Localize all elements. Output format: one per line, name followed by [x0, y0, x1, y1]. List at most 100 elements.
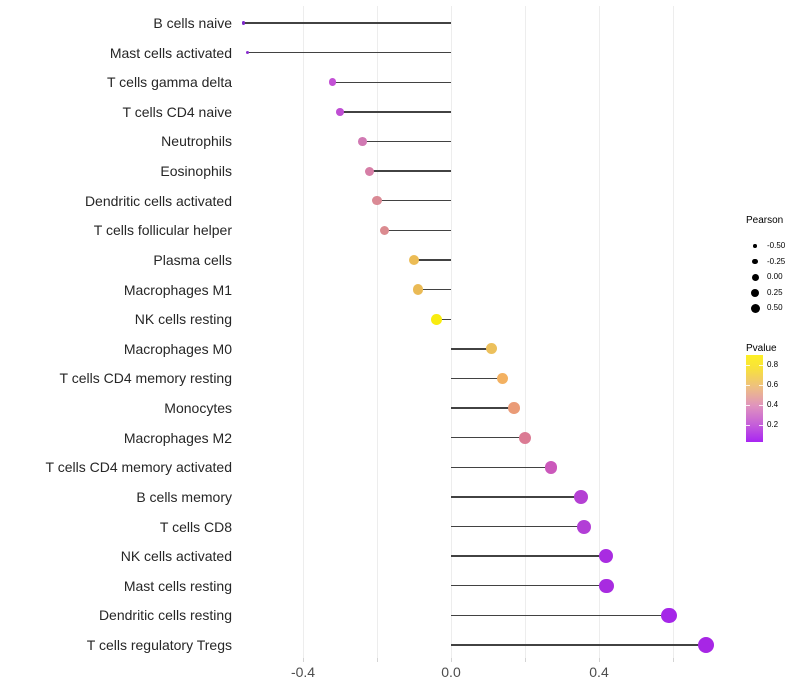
size-legend-label: -0.50	[767, 241, 786, 250]
lollipop-stem	[451, 585, 607, 587]
lollipop-dot	[599, 578, 614, 593]
size-legend-label: 0.50	[767, 303, 783, 313]
pvalue-legend-label: 0.2	[767, 420, 779, 429]
category-label: Dendritic cells resting	[98, 607, 232, 624]
lollipop-stem	[451, 466, 551, 468]
lollipop-dot	[328, 78, 337, 86]
lollipop-dot	[372, 196, 382, 206]
category-label: B cells naive	[153, 15, 232, 31]
lollipop-stem	[369, 170, 451, 172]
pvalue-gradient-bar	[746, 355, 763, 442]
lollipop-dot	[577, 519, 592, 534]
gridline	[599, 6, 600, 658]
lollipop-stem	[451, 436, 525, 439]
lollipop-stem	[451, 496, 581, 498]
lollipop-dot	[508, 402, 520, 414]
x-axis-tick	[525, 658, 526, 662]
gridline	[451, 6, 452, 658]
lollipop-dot	[698, 636, 715, 654]
category-label: B cells memory	[136, 488, 232, 505]
pvalue-bar-tick	[746, 365, 750, 366]
lollipop-dot	[245, 50, 250, 55]
lollipop-dot	[430, 313, 442, 325]
lollipop-stem	[451, 525, 585, 528]
lollipop-dot	[409, 254, 419, 265]
pvalue-bar-tick	[759, 425, 763, 426]
pvalue-bar-tick	[759, 365, 763, 366]
category-label: T cells gamma delta	[106, 74, 232, 91]
category-label: NK cells activated	[120, 548, 232, 565]
lollipop-dot	[379, 225, 390, 236]
lollipop-stem	[362, 140, 451, 143]
lollipop-dot	[486, 343, 498, 355]
pvalue-legend-label: 0.4	[767, 400, 779, 409]
lollipop-stem	[332, 81, 451, 83]
size-legend-label: 0.00	[767, 272, 783, 282]
x-tick-label: -0.4	[290, 664, 316, 680]
lollipop-dot	[497, 372, 509, 385]
category-label: T cells CD8	[159, 518, 232, 535]
category-label: T cells CD4 naive	[122, 103, 232, 120]
gridline	[377, 6, 378, 658]
size-legend-label: 0.25	[767, 287, 783, 297]
category-label: T cells regulatory Tregs	[86, 637, 232, 654]
lollipop-stem	[243, 22, 451, 24]
lollipop-stem	[451, 348, 492, 350]
category-label: Macrophages M1	[123, 281, 232, 298]
lollipop-dot	[242, 21, 246, 25]
lollipop-dot	[365, 166, 375, 176]
lollipop-stem	[384, 229, 451, 232]
size-legend-dot	[751, 288, 759, 297]
category-label: T cells CD4 memory resting	[59, 370, 232, 387]
lollipop-dot	[661, 607, 678, 624]
lollipop-stem	[377, 200, 451, 202]
lollipop-stem	[451, 377, 503, 380]
x-axis-tick	[599, 658, 600, 662]
pvalue-bar-tick	[746, 405, 750, 406]
x-tick-label: 0.0	[441, 664, 461, 680]
lollipop-dot	[599, 549, 614, 564]
category-label: Monocytes	[164, 400, 232, 417]
size-legend-dot	[751, 273, 759, 281]
x-axis-tick	[451, 658, 452, 662]
category-label: T cells CD4 memory activated	[45, 459, 232, 476]
lollipop-dot	[573, 489, 588, 504]
category-label: Dendritic cells activated	[84, 192, 232, 209]
size-legend-dot	[750, 303, 760, 313]
x-axis-tick	[377, 658, 378, 662]
lollipop-dot	[519, 431, 531, 444]
size-legend-dot	[752, 258, 758, 265]
x-axis-tick	[303, 658, 304, 662]
pvalue-bar-tick	[746, 385, 750, 386]
lollipop-stem	[340, 111, 451, 113]
pvalue-legend-label: 0.8	[767, 360, 779, 369]
category-label: Eosinophils	[160, 163, 232, 180]
size-legend-title: Pearson	[746, 215, 784, 226]
color-legend-title: Pvalue	[746, 343, 777, 354]
pvalue-bar-tick	[746, 425, 750, 426]
category-label: Macrophages M2	[123, 429, 232, 446]
lollipop-dot	[412, 284, 423, 295]
lollipop-dot	[336, 107, 344, 116]
lollipop-dot	[544, 460, 558, 474]
lollipop-stem	[451, 555, 607, 557]
x-axis-tick	[673, 658, 674, 662]
category-label: Plasma cells	[153, 251, 232, 268]
lollipop-stem	[451, 407, 514, 409]
category-label: Neutrophils	[161, 133, 232, 150]
lollipop-stem	[451, 614, 670, 617]
lollipop-stem	[451, 644, 707, 646]
size-legend-dot	[753, 244, 757, 248]
pvalue-bar-tick	[759, 385, 763, 386]
category-label: T cells follicular helper	[93, 222, 232, 239]
gridline	[525, 6, 526, 658]
lollipop-stem	[414, 259, 451, 261]
x-tick-label: 0.4	[589, 664, 609, 680]
category-label: Mast cells resting	[123, 577, 232, 594]
lollipop-stem	[436, 318, 451, 320]
category-label: Macrophages M0	[123, 340, 232, 357]
lollipop-stem	[417, 288, 451, 291]
gridline	[303, 6, 304, 658]
lollipop-dot	[357, 137, 367, 146]
